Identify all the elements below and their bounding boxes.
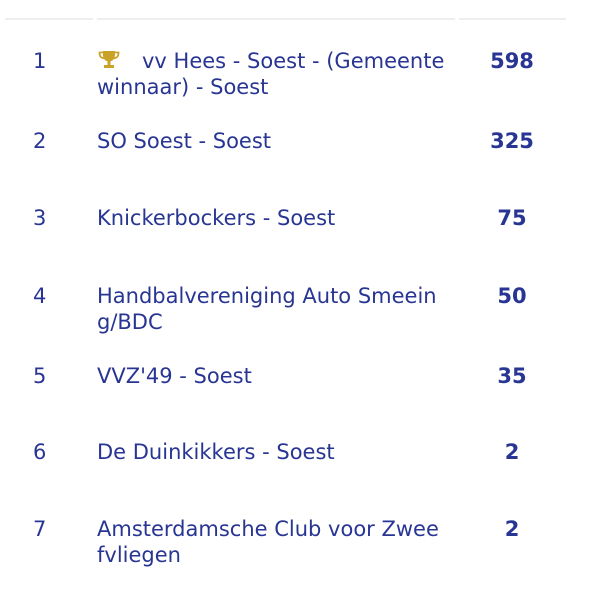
club-name-line1: De Duinkikkers - Soest <box>97 440 335 464</box>
header-rule-score <box>459 18 566 20</box>
club-name: Handbalvereniging Auto Smeein g/BDC <box>97 283 447 335</box>
rank-number: 4 <box>33 284 47 308</box>
score-value: 598 <box>490 49 534 73</box>
club-name-line1: Amsterdamsche Club voor Zwee <box>97 517 439 541</box>
header-rule-club <box>97 18 455 20</box>
rank-number: 7 <box>33 517 47 541</box>
rank-number: 5 <box>33 364 47 388</box>
club-name-line1: Knickerbockers - Soest <box>97 206 336 230</box>
club-name: vv Hees - Soest - (Gemeente winnaar) - S… <box>97 48 447 100</box>
score-value: 2 <box>504 440 520 464</box>
club-name: VVZ'49 - Soest <box>97 363 447 389</box>
club-name-line2: g/BDC <box>97 310 163 334</box>
club-name: Amsterdamsche Club voor Zwee fvliegen <box>97 516 447 568</box>
club-name: De Duinkikkers - Soest <box>97 439 447 465</box>
club-name-line2: winnaar) - Soest <box>97 75 269 99</box>
score-value: 75 <box>497 206 527 230</box>
club-name-line1: VVZ'49 - Soest <box>97 364 252 388</box>
score-value: 35 <box>497 364 527 388</box>
score-value: 2 <box>504 517 520 541</box>
club-name-line1: vv Hees - Soest - (Gemeente <box>142 49 445 73</box>
score-value: 325 <box>490 129 534 153</box>
header-rule-rank <box>5 18 93 20</box>
club-name-line2: fvliegen <box>97 543 181 567</box>
score-value: 50 <box>497 284 527 308</box>
club-name-line1: Handbalvereniging Auto Smeein <box>97 284 437 308</box>
trophy-icon <box>97 49 121 71</box>
rank-number: 3 <box>33 206 47 230</box>
rank-number: 6 <box>33 440 47 464</box>
rank-number: 2 <box>33 129 47 153</box>
rank-number: 1 <box>33 49 47 73</box>
club-name-line1: SO Soest - Soest <box>97 129 272 153</box>
club-name: SO Soest - Soest <box>97 128 447 154</box>
club-name: Knickerbockers - Soest <box>97 205 447 231</box>
